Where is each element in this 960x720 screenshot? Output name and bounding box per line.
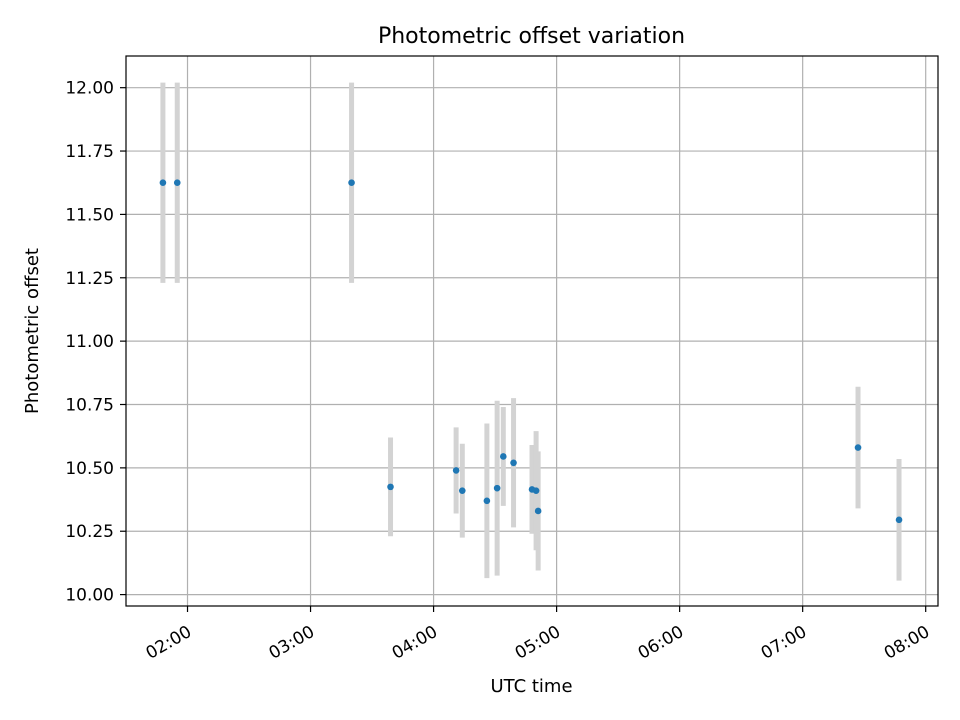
y-tick-label: 11.50 bbox=[65, 205, 114, 225]
data-point bbox=[534, 507, 542, 515]
x-tick-label: 02:00 bbox=[143, 622, 195, 664]
data-point bbox=[493, 484, 501, 492]
y-tick-label: 11.25 bbox=[65, 269, 114, 289]
plot-frame bbox=[125, 55, 939, 607]
data-point bbox=[532, 487, 540, 494]
data-point bbox=[499, 453, 507, 460]
y-tick-label: 10.25 bbox=[65, 522, 114, 542]
x-axis: 02:00 03:00 04:00 05:00 06:00 07:00 08:00 bbox=[143, 606, 933, 664]
x-axis-title: UTC time bbox=[490, 676, 572, 697]
y-tick-label: 11.00 bbox=[65, 332, 114, 352]
data-point bbox=[483, 497, 491, 505]
x-tick-label: 05:00 bbox=[512, 622, 564, 664]
data-point bbox=[159, 179, 167, 187]
y-tick-label: 10.75 bbox=[65, 396, 114, 416]
x-tick-label: 07:00 bbox=[758, 622, 810, 664]
data-point bbox=[173, 179, 181, 187]
x-tick-label: 04:00 bbox=[389, 622, 441, 664]
data-point bbox=[854, 444, 862, 451]
error-bars bbox=[160, 82, 902, 581]
x-tick-label: 03:00 bbox=[266, 622, 318, 664]
chart-title: Photometric offset variation bbox=[378, 24, 685, 49]
data-point bbox=[452, 467, 460, 474]
y-tick-label: 10.50 bbox=[65, 459, 114, 479]
y-axis-title: Photometric offset bbox=[22, 248, 43, 414]
data-point bbox=[387, 483, 394, 491]
y-axis: 10.00 10.25 10.50 10.75 11.00 11.25 11.50 11.75… bbox=[65, 79, 126, 606]
data-point bbox=[458, 487, 466, 494]
y-tick-label: 10.00 bbox=[65, 586, 114, 606]
data-point bbox=[895, 516, 903, 524]
y-tick-label: 11.75 bbox=[65, 142, 114, 162]
grid bbox=[126, 56, 938, 606]
x-tick-label: 08:00 bbox=[881, 622, 933, 664]
y-tick-label: 12.00 bbox=[65, 79, 114, 99]
data-point bbox=[510, 459, 517, 467]
data-point bbox=[348, 179, 355, 187]
data-points bbox=[159, 179, 903, 524]
x-tick-label: 06:00 bbox=[635, 622, 687, 664]
